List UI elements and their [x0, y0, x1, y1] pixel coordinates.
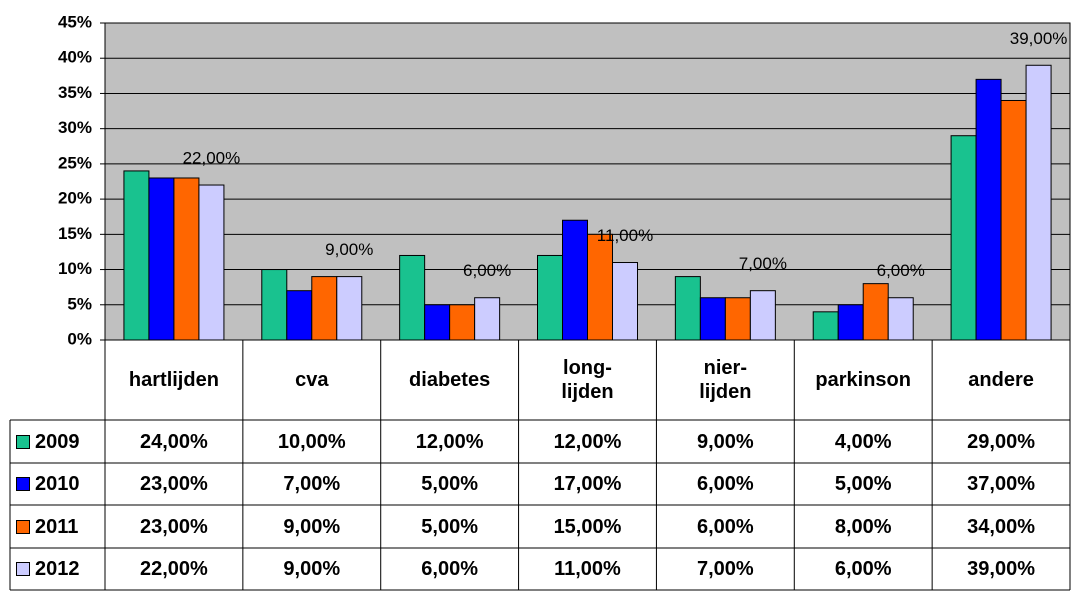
table-value: 15,00%: [553, 515, 622, 538]
table-value: 6,00%: [421, 558, 478, 580]
table-value: 6,00%: [696, 473, 754, 495]
y-tick-label: 35%: [58, 83, 92, 102]
bar: [399, 254, 426, 341]
bar: [975, 78, 1002, 341]
bar: [587, 233, 613, 341]
table-value: 12,00%: [553, 430, 622, 453]
legend-key: [16, 562, 30, 576]
table-value: 37,00%: [967, 473, 1035, 495]
bar: [749, 290, 776, 341]
bar: [336, 276, 363, 341]
bar: [198, 184, 225, 341]
legend-key: [16, 434, 30, 449]
category-label: hartlijden: [128, 369, 219, 391]
bar: [148, 177, 175, 341]
legend-entry: 2010: [10, 463, 105, 505]
category-label: andere: [968, 369, 1034, 391]
y-tick-label: 20%: [58, 189, 92, 208]
table-value: 23,00%: [140, 515, 208, 538]
table-value: 24,00%: [140, 430, 208, 453]
bar: [449, 304, 476, 341]
y-tick-label: 30%: [58, 118, 92, 137]
bar: [537, 254, 563, 341]
table-value: 9,00%: [283, 558, 341, 580]
table-value: 12,00%: [415, 430, 484, 453]
table-value: 39,00%: [967, 558, 1035, 580]
table-value: 4,00%: [834, 430, 892, 453]
category-label: nier- lijden: [699, 357, 752, 403]
table-value: 7,00%: [283, 473, 341, 495]
bar: [424, 304, 451, 341]
data-label: 7,00%: [739, 254, 787, 273]
table-value: 34,00%: [967, 515, 1035, 538]
category-label: parkinson: [815, 369, 911, 391]
table-value: 6,00%: [696, 515, 754, 538]
bar: [1000, 99, 1027, 341]
bar: [286, 290, 313, 341]
bar: [173, 177, 200, 341]
legend-key: [16, 519, 30, 534]
table-value: 5,00%: [421, 473, 478, 495]
table-value: 11,00%: [554, 558, 621, 580]
y-tick-label: 15%: [58, 224, 92, 243]
table-value: 22,00%: [140, 558, 208, 580]
bar: [699, 297, 726, 341]
bar: [812, 311, 839, 341]
table-value: 6,00%: [834, 558, 892, 580]
legend-entry: 2009: [10, 420, 105, 463]
bar: [612, 262, 638, 341]
category-label: long- lijden: [561, 357, 614, 403]
legend-label: 2010: [35, 473, 80, 495]
table-value: 23,00%: [140, 473, 208, 495]
bar: [862, 283, 889, 341]
table-value: 9,00%: [283, 515, 341, 538]
y-tick-label: 0%: [67, 329, 92, 348]
bar: [950, 135, 977, 341]
table-value: 5,00%: [834, 473, 892, 495]
table-value: 8,00%: [834, 515, 892, 538]
legend-key: [16, 477, 30, 491]
y-tick-label: 40%: [58, 48, 92, 67]
legend-label: 2011: [35, 515, 79, 538]
table-value: 7,00%: [696, 558, 754, 580]
bar: [887, 297, 914, 341]
table-value: 10,00%: [277, 430, 346, 453]
table-value: 29,00%: [967, 430, 1035, 453]
table-value: 5,00%: [421, 515, 478, 538]
bar: [674, 276, 701, 341]
bar: [1025, 64, 1052, 341]
data-label: 22,00%: [183, 149, 241, 168]
legend-entry: 2012: [10, 548, 105, 590]
data-label: 11,00%: [597, 226, 653, 245]
y-tick-label: 45%: [58, 12, 92, 31]
bar: [837, 304, 864, 341]
bar: [123, 170, 150, 341]
table-value: 17,00%: [553, 473, 622, 495]
data-label: 39,00%: [1010, 29, 1068, 48]
data-label: 9,00%: [325, 240, 373, 259]
bar: [261, 269, 288, 341]
legend-label: 2012: [35, 558, 80, 580]
table-value: 9,00%: [696, 430, 754, 453]
bar: [474, 297, 501, 341]
y-tick-label: 25%: [58, 153, 92, 172]
y-tick-label: 5%: [67, 294, 92, 313]
category-label: diabetes: [409, 369, 491, 391]
y-tick-label: 10%: [58, 259, 92, 278]
data-label: 6,00%: [877, 261, 925, 280]
bar: [562, 219, 588, 341]
legend-entry: 2011: [10, 505, 105, 548]
category-label: cva: [295, 369, 329, 391]
data-label: 6,00%: [463, 261, 511, 280]
bar: [724, 297, 751, 341]
legend-label: 2009: [35, 430, 80, 453]
bar: [311, 276, 338, 341]
